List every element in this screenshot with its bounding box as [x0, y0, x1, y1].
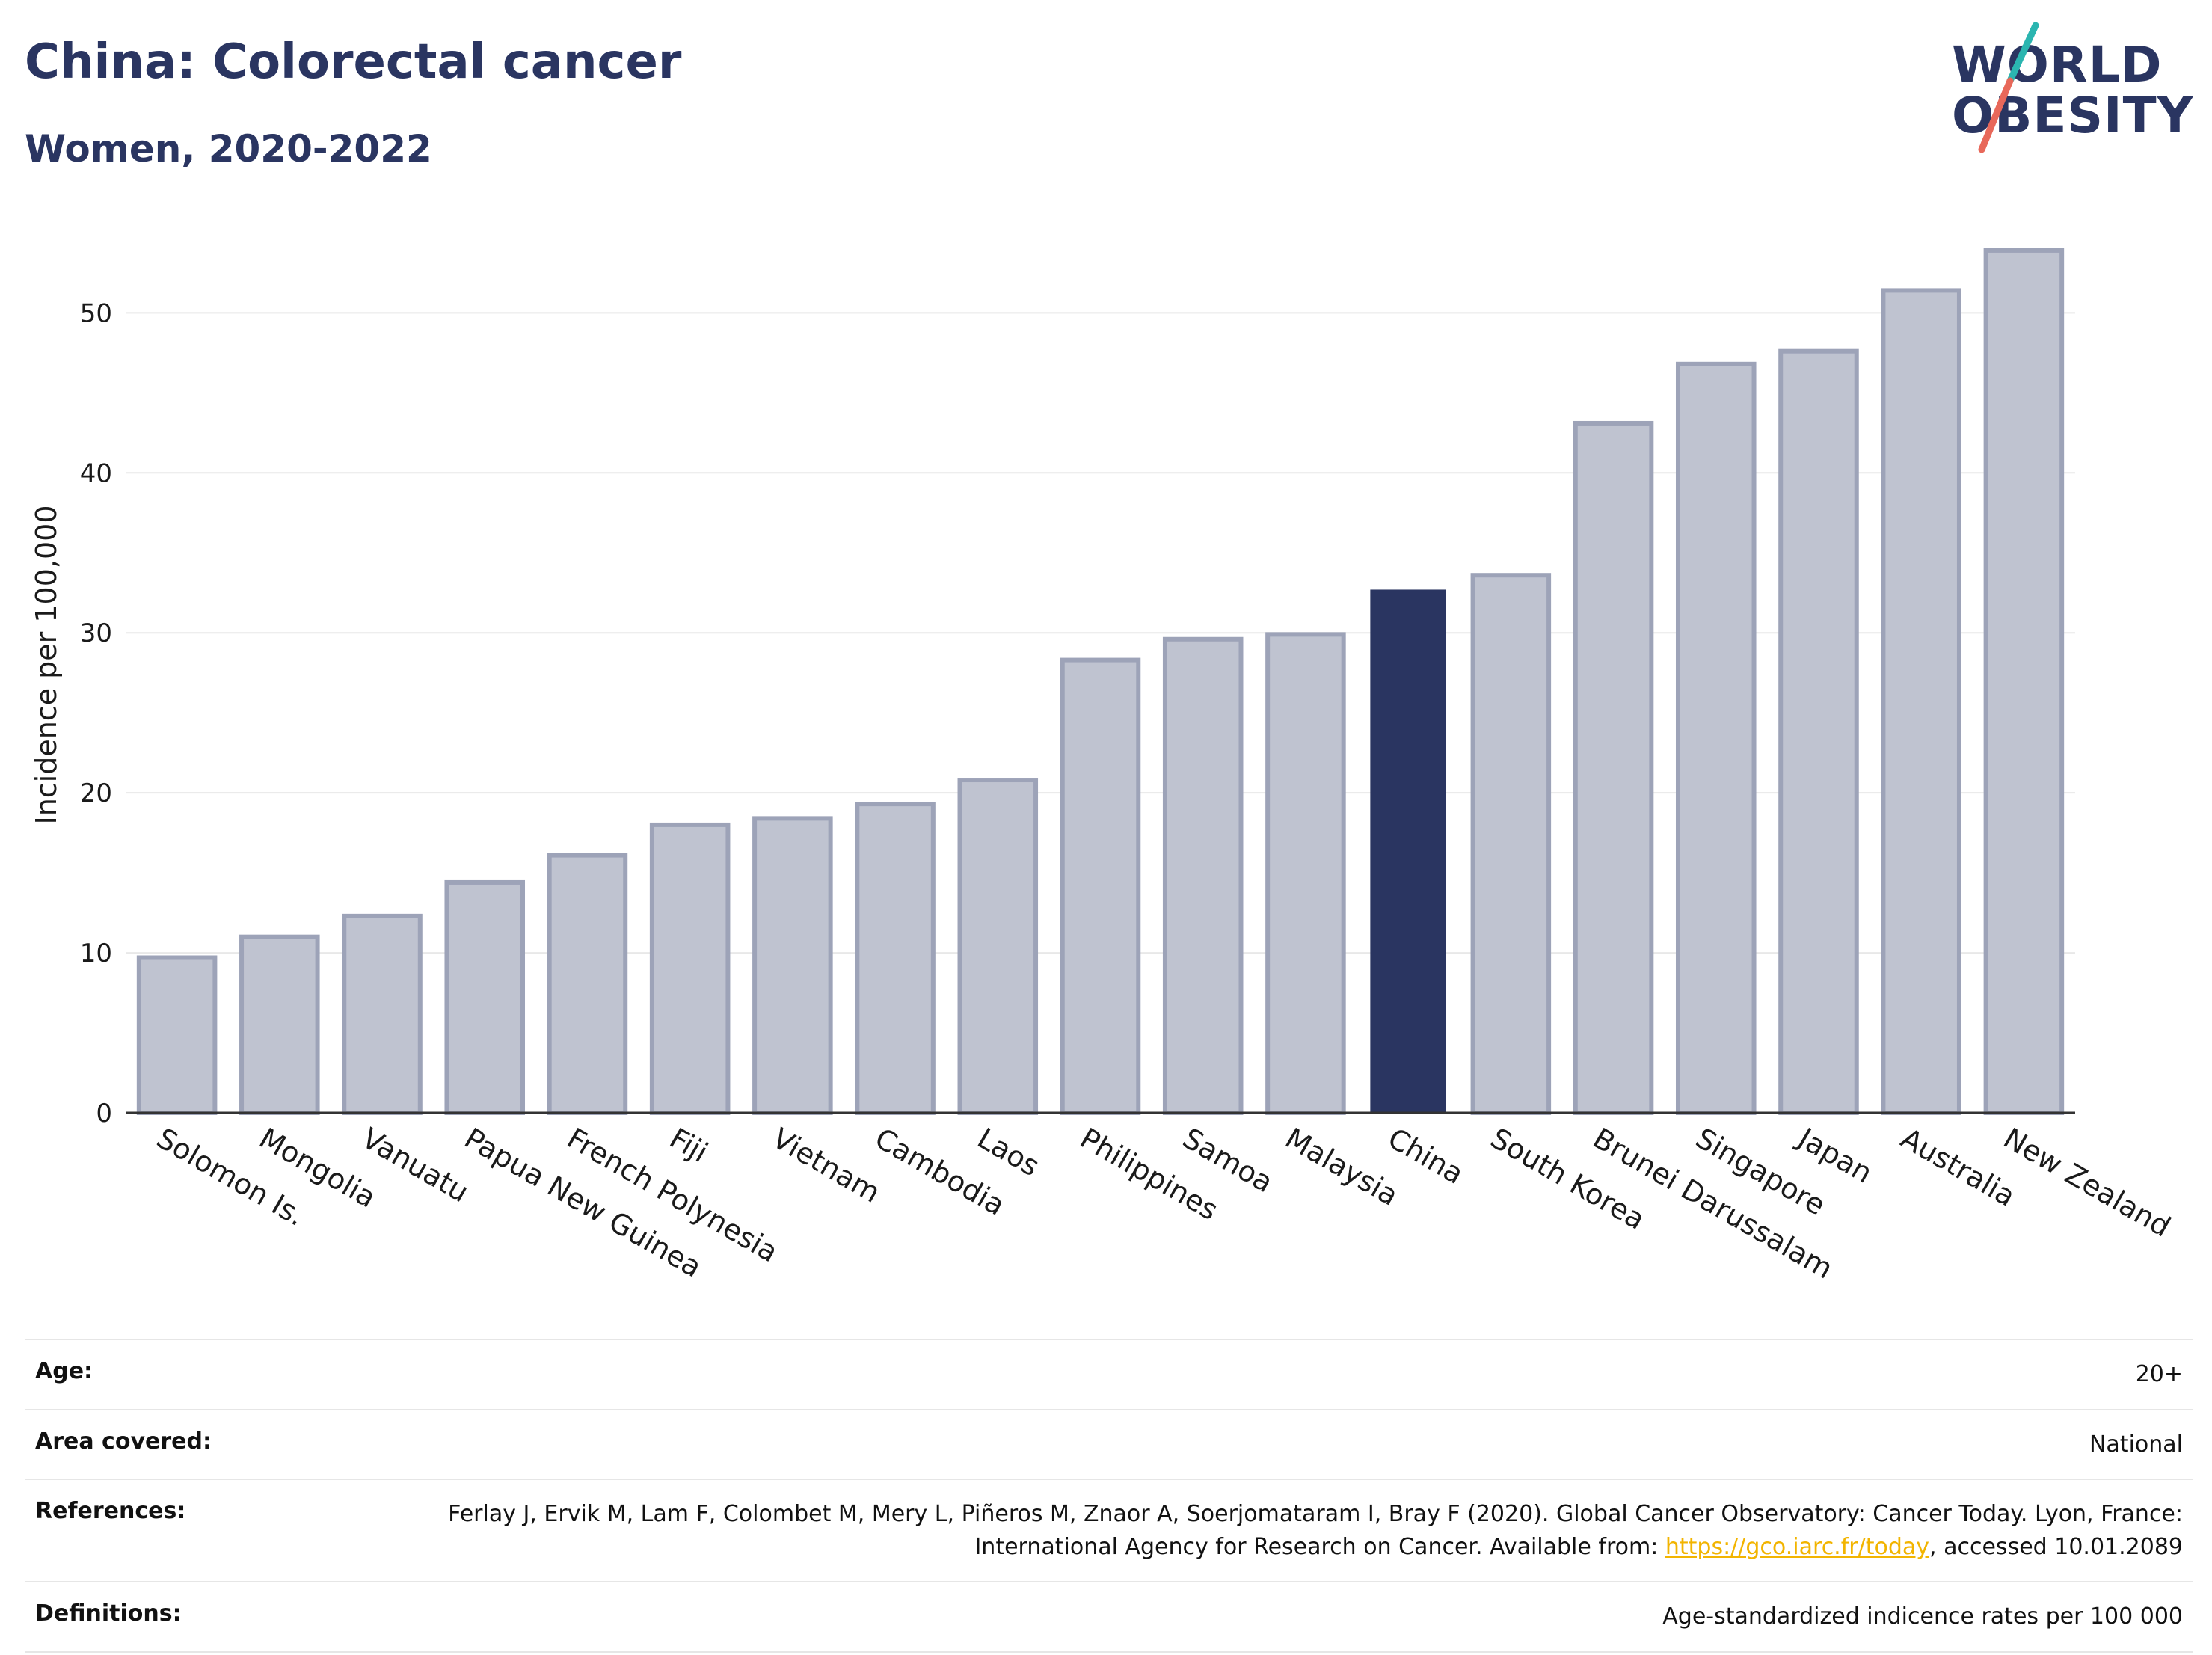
meta-age-label: Age: [25, 1339, 420, 1410]
x-tick-label: Australia [1896, 1122, 2021, 1213]
bar-australia [1881, 288, 1961, 1116]
bar-new-zealand [1983, 248, 2065, 1115]
meta-area-label: Area covered: [25, 1408, 420, 1480]
bar-vanuatu [342, 913, 423, 1115]
metadata-table: Age: 20+ Area covered: National Referenc… [25, 1339, 2193, 1653]
y-tick-label: 40 [80, 458, 112, 488]
bar-fiji [649, 822, 731, 1116]
bar-solomon-is [136, 955, 218, 1115]
bar-mongolia [239, 934, 320, 1116]
bar-japan [1778, 348, 1859, 1115]
y-tick-label: 0 [96, 1099, 112, 1129]
x-tick-label: Fiji [664, 1122, 713, 1169]
references-link[interactable]: https://gco.iarc.fr/today [1665, 1533, 1930, 1560]
page-subtitle: Women, 2020-2022 [25, 127, 432, 171]
bar-china [1370, 589, 1446, 1113]
y-tick-label: 30 [80, 618, 112, 648]
world-obesity-logo: WORLD OBESITY [1952, 22, 2199, 157]
bar-brunei-darussalam [1573, 420, 1654, 1116]
bar-south-korea [1470, 573, 1552, 1115]
x-tick-label: New Zealand [1998, 1122, 2176, 1244]
x-tick-label: Laos [972, 1122, 1045, 1183]
meta-row-definitions: Definitions: Age-standardized indicence … [25, 1581, 2193, 1653]
references-accessed: , accessed 10.01.2089 [1929, 1533, 2183, 1560]
y-tick-label: 50 [80, 298, 112, 328]
meta-row-area: Area covered: National [25, 1408, 2193, 1480]
references-text: Ferlay J, Ervik M, Lam F, Colombet M, Me… [448, 1501, 2183, 1560]
bars [136, 248, 2065, 1116]
logo-line-1: WORLD [1952, 36, 2163, 93]
bar-singapore [1675, 361, 1757, 1116]
logo-slash-icon [1978, 22, 2039, 153]
meta-row-age: Age: 20+ [25, 1339, 2193, 1410]
meta-definitions-value: Age-standardized indicence rates per 100… [420, 1581, 2193, 1653]
y-axis-label: Incidence per 100,000 [30, 505, 63, 824]
meta-references-label: References: [25, 1479, 420, 1582]
bar-chart: 0 10 20 30 40 50 Solomon Is.MongoliaVanuatuPa… [30, 248, 2176, 1286]
meta-definitions-label: Definitions: [25, 1581, 420, 1653]
meta-age-value: 20+ [420, 1339, 2193, 1410]
meta-references-value: Ferlay J, Ervik M, Lam F, Colombet M, Me… [420, 1479, 2193, 1582]
x-tick-label: Vietnam [766, 1122, 885, 1209]
y-tick-label: 20 [80, 779, 112, 808]
x-tick-label: Malaysia [1279, 1122, 1404, 1212]
bar-samoa [1162, 636, 1244, 1115]
y-tick-label: 10 [80, 939, 112, 968]
meta-row-references: References: Ferlay J, Ervik M, Lam F, Co… [25, 1479, 2193, 1582]
bar-malaysia [1265, 632, 1346, 1115]
y-tick-labels: 0 10 20 30 40 50 [80, 298, 112, 1129]
bar-french-polynesia [547, 853, 628, 1115]
bar-philippines [1060, 657, 1141, 1115]
bar-vietnam [752, 816, 833, 1115]
page-title: China: Colorectal cancer [25, 34, 682, 90]
bar-laos [957, 778, 1039, 1115]
bar-cambodia [855, 802, 936, 1115]
bar-papua-new-guinea [444, 879, 526, 1115]
meta-area-value: National [420, 1408, 2193, 1480]
